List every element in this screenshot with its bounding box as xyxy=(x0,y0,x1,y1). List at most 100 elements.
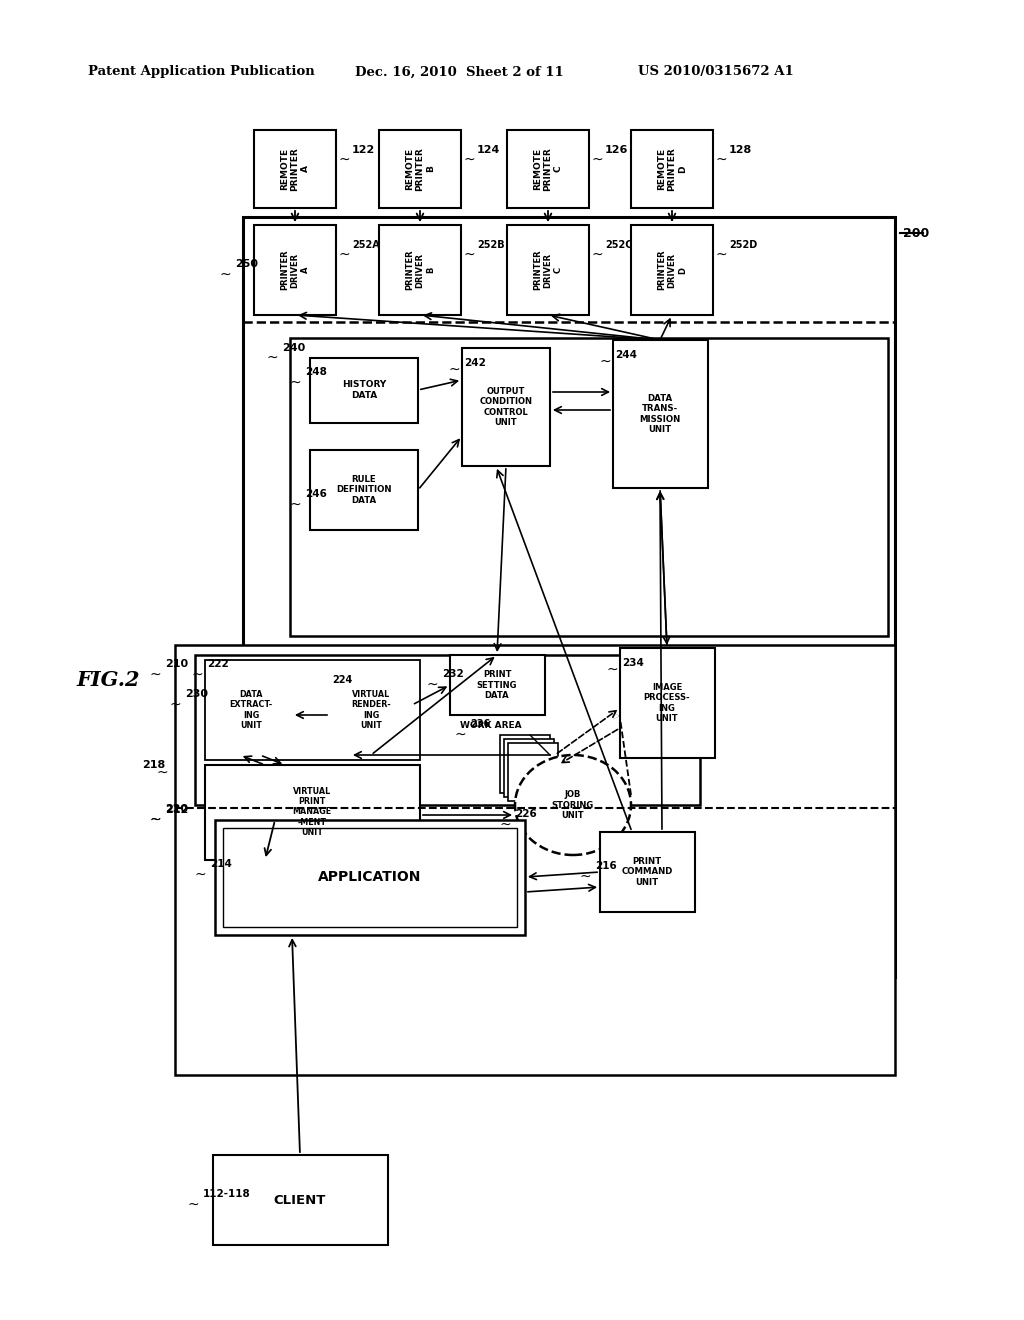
Bar xyxy=(631,129,713,209)
Text: ~: ~ xyxy=(169,698,181,711)
Text: 252A: 252A xyxy=(352,240,380,249)
Text: HISTORY
DATA: HISTORY DATA xyxy=(342,380,386,400)
Bar xyxy=(243,216,895,977)
Text: 240: 240 xyxy=(282,343,305,352)
Text: ~: ~ xyxy=(449,363,460,378)
Text: ~: ~ xyxy=(463,248,475,261)
Bar xyxy=(254,224,336,315)
Text: JOB
STORING
UNIT: JOB STORING UNIT xyxy=(552,791,594,820)
Text: 122: 122 xyxy=(352,145,375,154)
Text: 124: 124 xyxy=(477,145,501,154)
Text: 248: 248 xyxy=(305,367,327,378)
Text: 232: 232 xyxy=(442,669,464,678)
Text: ~: ~ xyxy=(195,869,206,882)
Bar xyxy=(504,739,554,797)
Bar xyxy=(500,735,550,793)
Text: Patent Application Publication: Patent Application Publication xyxy=(88,66,314,78)
Text: 250: 250 xyxy=(234,259,258,269)
Text: ~: ~ xyxy=(455,729,466,742)
Text: 200: 200 xyxy=(903,227,929,240)
Text: 224: 224 xyxy=(332,675,352,685)
Text: ~: ~ xyxy=(191,668,203,682)
Text: 246: 246 xyxy=(305,488,327,499)
Text: 226: 226 xyxy=(515,809,537,818)
Text: PRINT
COMMAND
UNIT: PRINT COMMAND UNIT xyxy=(622,857,673,887)
Text: 230: 230 xyxy=(185,689,208,700)
Text: OUTPUT
CONDITION
CONTROL
UNIT: OUTPUT CONDITION CONTROL UNIT xyxy=(479,387,532,428)
Text: VIRTUAL
RENDER-
ING
UNIT: VIRTUAL RENDER- ING UNIT xyxy=(351,690,391,730)
Text: ~: ~ xyxy=(715,153,727,168)
Text: DATA
EXTRACT-
ING
UNIT: DATA EXTRACT- ING UNIT xyxy=(229,690,272,730)
Text: 222: 222 xyxy=(207,659,228,669)
Text: 236: 236 xyxy=(470,719,490,729)
Text: US 2010/0315672 A1: US 2010/0315672 A1 xyxy=(638,66,794,78)
Bar xyxy=(310,450,418,531)
Text: 242: 242 xyxy=(464,358,485,368)
Text: ~: ~ xyxy=(580,870,591,884)
Bar xyxy=(613,341,708,488)
Ellipse shape xyxy=(515,755,631,855)
Text: 244: 244 xyxy=(615,350,637,360)
Text: ~: ~ xyxy=(187,1199,199,1212)
Text: 128: 128 xyxy=(729,145,753,154)
Text: APPLICATION: APPLICATION xyxy=(318,870,422,884)
Text: VIRTUAL
PRINT
MANAGE
-MENT
UNIT: VIRTUAL PRINT MANAGE -MENT UNIT xyxy=(293,787,332,837)
Bar xyxy=(450,655,545,715)
Text: REMOTE
PRINTER
A: REMOTE PRINTER A xyxy=(281,147,310,191)
Text: REMOTE
PRINTER
D: REMOTE PRINTER D xyxy=(657,147,687,191)
Bar xyxy=(290,338,888,636)
Bar xyxy=(600,832,695,912)
Text: PRINTER
DRIVER
C: PRINTER DRIVER C xyxy=(534,249,563,290)
Text: ~: ~ xyxy=(338,248,350,261)
Text: 112-118: 112-118 xyxy=(203,1189,251,1199)
Text: ~: ~ xyxy=(426,678,438,692)
Text: ~: ~ xyxy=(150,813,161,828)
Text: RULE
DEFINITION
DATA: RULE DEFINITION DATA xyxy=(336,475,392,504)
Bar xyxy=(379,224,461,315)
Text: ~: ~ xyxy=(150,813,161,828)
Bar xyxy=(205,660,420,760)
Text: 210: 210 xyxy=(165,659,188,669)
Text: ~: ~ xyxy=(219,268,230,282)
Text: ~: ~ xyxy=(266,351,278,366)
Bar xyxy=(213,1155,388,1245)
Text: CLIENT: CLIENT xyxy=(273,1193,327,1206)
Bar xyxy=(195,655,700,805)
Text: Dec. 16, 2010  Sheet 2 of 11: Dec. 16, 2010 Sheet 2 of 11 xyxy=(355,66,564,78)
Text: ~: ~ xyxy=(463,153,475,168)
Text: PRINTER
DRIVER
B: PRINTER DRIVER B xyxy=(406,249,435,290)
Text: FIG.2: FIG.2 xyxy=(76,671,139,690)
Bar xyxy=(254,129,336,209)
Bar xyxy=(379,129,461,209)
Text: ~: ~ xyxy=(499,818,511,832)
Bar xyxy=(210,665,292,755)
Text: 218: 218 xyxy=(141,760,165,770)
Text: 220: 220 xyxy=(165,804,188,814)
Text: PRINTER
DRIVER
A: PRINTER DRIVER A xyxy=(281,249,310,290)
Text: 234: 234 xyxy=(622,657,644,668)
Text: REMOTE
PRINTER
B: REMOTE PRINTER B xyxy=(406,147,435,191)
Text: 252D: 252D xyxy=(729,240,758,249)
Text: DATA
TRANS-
MISSION
UNIT: DATA TRANS- MISSION UNIT xyxy=(639,393,681,434)
Bar xyxy=(175,645,895,1074)
Bar xyxy=(507,224,589,315)
Text: 214: 214 xyxy=(210,859,231,869)
Bar xyxy=(631,224,713,315)
Bar xyxy=(223,828,517,927)
Bar xyxy=(330,665,412,755)
Bar xyxy=(215,820,525,935)
Bar xyxy=(507,129,589,209)
Text: ~: ~ xyxy=(606,663,618,677)
Text: REMOTE
PRINTER
C: REMOTE PRINTER C xyxy=(534,147,563,191)
Text: PRINT
SETTING
DATA: PRINT SETTING DATA xyxy=(477,671,517,700)
Text: ~: ~ xyxy=(289,498,301,512)
Bar xyxy=(205,766,420,861)
Text: ~: ~ xyxy=(715,248,727,261)
Text: ~: ~ xyxy=(150,668,161,682)
Bar xyxy=(310,358,418,422)
Text: ~: ~ xyxy=(591,248,603,261)
Bar xyxy=(620,648,715,758)
Text: PRINTER
DRIVER
D: PRINTER DRIVER D xyxy=(657,249,687,290)
Bar xyxy=(508,743,558,801)
Bar xyxy=(462,348,550,466)
